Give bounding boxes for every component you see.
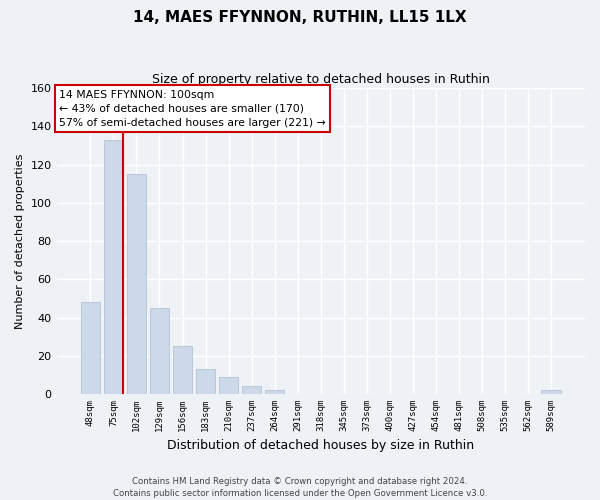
Bar <box>104 140 123 394</box>
Bar <box>196 369 215 394</box>
Bar <box>80 302 100 394</box>
Bar <box>219 377 238 394</box>
Text: 14, MAES FFYNNON, RUTHIN, LL15 1LX: 14, MAES FFYNNON, RUTHIN, LL15 1LX <box>133 10 467 25</box>
Text: Contains HM Land Registry data © Crown copyright and database right 2024.
Contai: Contains HM Land Registry data © Crown c… <box>113 476 487 498</box>
Bar <box>242 386 262 394</box>
X-axis label: Distribution of detached houses by size in Ruthin: Distribution of detached houses by size … <box>167 440 475 452</box>
Bar <box>149 308 169 394</box>
Bar <box>541 390 561 394</box>
Y-axis label: Number of detached properties: Number of detached properties <box>15 154 25 328</box>
Text: 14 MAES FFYNNON: 100sqm
← 43% of detached houses are smaller (170)
57% of semi-d: 14 MAES FFYNNON: 100sqm ← 43% of detache… <box>59 90 326 128</box>
Bar <box>265 390 284 394</box>
Title: Size of property relative to detached houses in Ruthin: Size of property relative to detached ho… <box>152 72 490 86</box>
Bar <box>173 346 193 394</box>
Bar <box>127 174 146 394</box>
